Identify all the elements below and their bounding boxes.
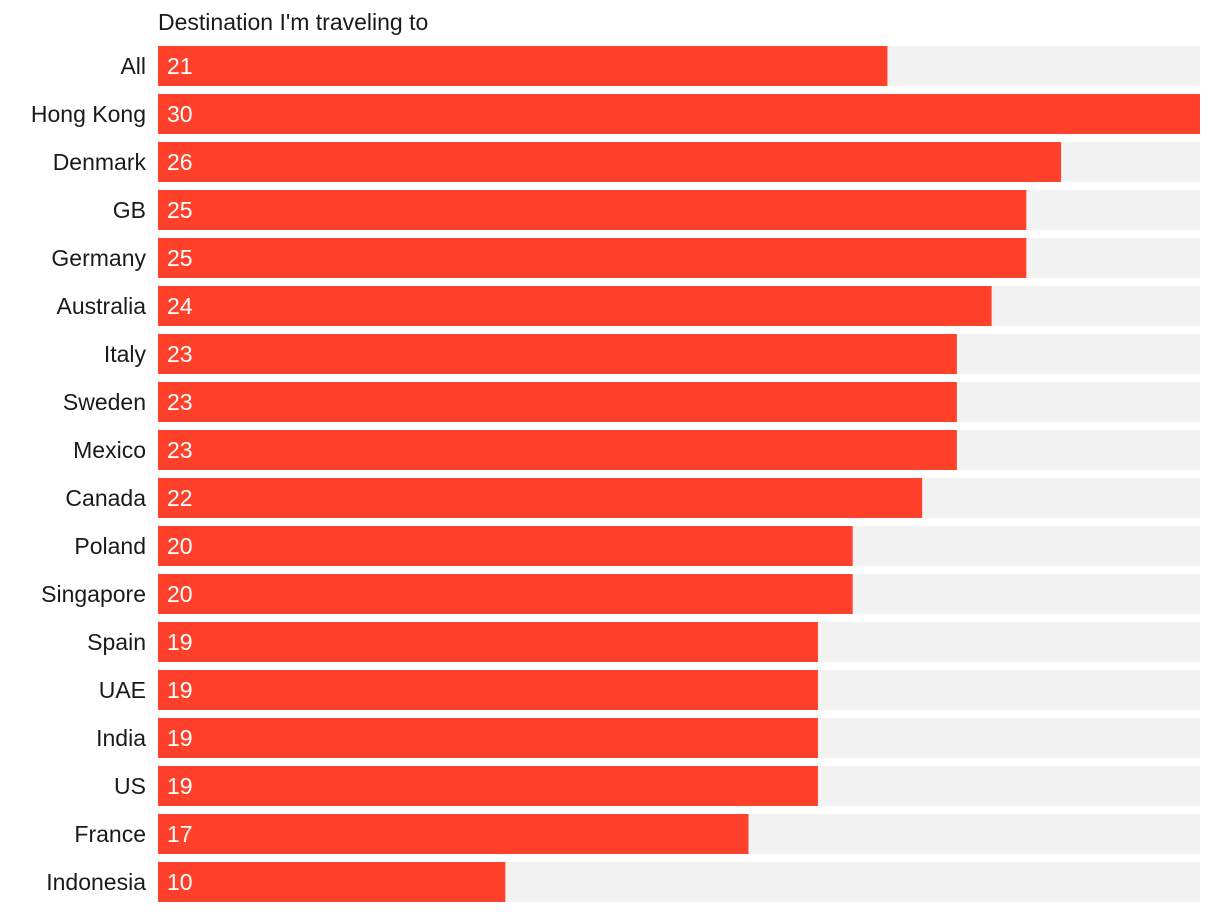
- value-label-poland: 20: [167, 533, 193, 559]
- bar-italy: [158, 334, 957, 374]
- bar-france: [158, 814, 749, 854]
- category-label-poland: Poland: [74, 533, 146, 559]
- category-label-gb: GB: [113, 197, 146, 223]
- value-label-germany: 25: [167, 245, 193, 271]
- category-label-italy: Italy: [104, 341, 147, 367]
- value-label-uae: 19: [167, 677, 193, 703]
- bar-indonesia: [158, 862, 506, 902]
- bar-poland: [158, 526, 853, 566]
- bar-denmark: [158, 142, 1062, 182]
- value-label-canada: 22: [167, 485, 193, 511]
- bar-rows: All 21 Hong Kong 30 Denmark 26 GB 25 Germany 25 Au…: [31, 46, 1200, 902]
- bar-us: [158, 766, 818, 806]
- chart-title: Destination I'm traveling to: [158, 9, 428, 35]
- category-label-singapore: Singapore: [41, 581, 146, 607]
- bar-uae: [158, 670, 818, 710]
- bar-singapore: [158, 574, 853, 614]
- value-label-australia: 24: [167, 293, 193, 319]
- value-label-all: 21: [167, 53, 193, 79]
- value-label-mexico: 23: [167, 437, 193, 463]
- category-label-france: France: [74, 821, 146, 847]
- category-label-sweden: Sweden: [63, 389, 146, 415]
- value-label-denmark: 26: [167, 149, 193, 175]
- category-label-indonesia: Indonesia: [46, 869, 146, 895]
- bar-spain: [158, 622, 818, 662]
- bar-gb: [158, 190, 1027, 230]
- bar-canada: [158, 478, 923, 518]
- value-label-singapore: 20: [167, 581, 193, 607]
- category-label-all: All: [120, 53, 146, 79]
- bar-india: [158, 718, 818, 758]
- value-label-sweden: 23: [167, 389, 193, 415]
- value-label-italy: 23: [167, 341, 193, 367]
- bar-hong-kong: [158, 94, 1200, 134]
- category-label-australia: Australia: [57, 293, 147, 319]
- value-label-hong-kong: 30: [167, 101, 193, 127]
- category-label-uae: UAE: [99, 677, 146, 703]
- value-label-france: 17: [167, 821, 193, 847]
- value-label-indonesia: 10: [167, 869, 193, 895]
- value-label-india: 19: [167, 725, 193, 751]
- value-label-spain: 19: [167, 629, 193, 655]
- category-label-denmark: Denmark: [53, 149, 147, 175]
- category-label-hong-kong: Hong Kong: [31, 101, 146, 127]
- value-label-us: 19: [167, 773, 193, 799]
- bar-sweden: [158, 382, 957, 422]
- category-label-india: India: [96, 725, 146, 751]
- bar-mexico: [158, 430, 957, 470]
- category-label-germany: Germany: [51, 245, 146, 271]
- category-label-spain: Spain: [87, 629, 146, 655]
- bar-australia: [158, 286, 992, 326]
- bar-all: [158, 46, 888, 86]
- category-label-canada: Canada: [65, 485, 146, 511]
- value-label-gb: 25: [167, 197, 193, 223]
- category-label-mexico: Mexico: [73, 437, 146, 463]
- bar-germany: [158, 238, 1027, 278]
- category-label-us: US: [114, 773, 146, 799]
